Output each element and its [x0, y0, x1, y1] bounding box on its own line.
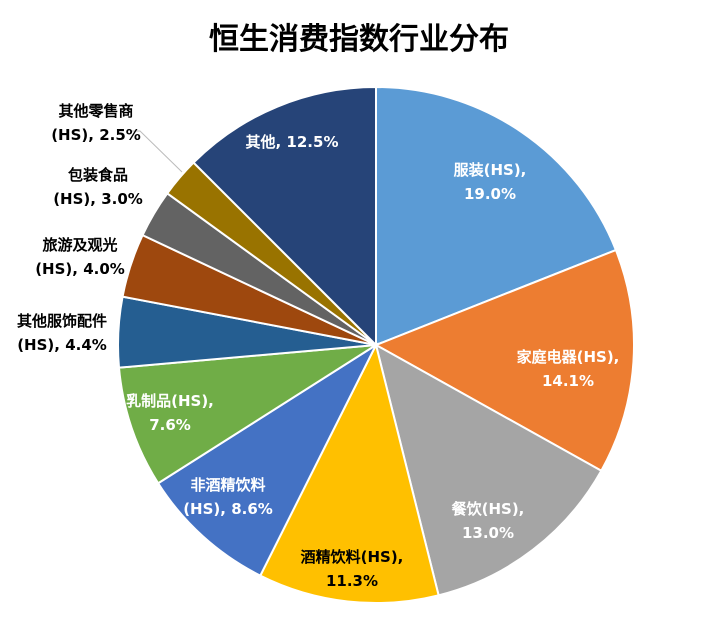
- data-label-line: 19.0%: [464, 185, 516, 203]
- data-label-line: 14.1%: [542, 372, 594, 390]
- data-label-line: 服装(HS),: [454, 161, 527, 179]
- data-label-line: 其他, 12.5%: [246, 133, 339, 151]
- data-label-line: 非酒精饮料: [190, 476, 265, 494]
- data-label: 乳制品(HS), 7.6%: [126, 392, 214, 434]
- pie-slice: [192, 85, 377, 348]
- data-label-line: (HS), 8.6%: [183, 500, 273, 518]
- data-label: 酒精饮料(HS), 11.3%: [301, 548, 404, 590]
- pie-slice: [117, 344, 377, 485]
- data-label-line: 13.0%: [462, 524, 514, 542]
- data-label: 其他零售商 (HS), 2.5%: [51, 102, 141, 144]
- data-label: 非酒精饮料 (HS), 8.6%: [183, 476, 273, 518]
- data-label: 包装食品 (HS), 3.0%: [53, 166, 143, 208]
- pie-slice: [156, 342, 379, 577]
- data-label-line: 乳制品(HS),: [126, 392, 214, 410]
- data-label-line: (HS), 2.5%: [51, 126, 141, 144]
- data-label-line: 旅游及观光: [42, 236, 117, 254]
- chart-title: 恒生消费指数行业分布: [209, 22, 509, 57]
- data-label: 其他, 12.5%: [246, 133, 339, 151]
- data-label-line: 其他零售商: [58, 102, 133, 120]
- pie-slice: [375, 85, 618, 347]
- pie-slice: [374, 343, 603, 597]
- data-label-line: 酒精饮料(HS),: [301, 548, 404, 566]
- data-label-line: 餐饮(HS),: [452, 500, 525, 518]
- data-label-line: (HS), 3.0%: [53, 190, 143, 208]
- data-label-line: 家庭电器(HS),: [517, 348, 620, 366]
- data-label: 旅游及观光 (HS), 4.0%: [35, 236, 125, 278]
- data-label-line: (HS), 4.0%: [35, 260, 125, 278]
- data-label: 餐饮(HS), 13.0%: [452, 500, 525, 542]
- data-label-line: 包装食品: [68, 166, 128, 184]
- data-label: 服装(HS), 19.0%: [454, 161, 527, 203]
- data-label-line: (HS), 4.4%: [17, 336, 107, 354]
- pie-slice: [258, 342, 440, 604]
- data-label-line: 7.6%: [149, 416, 191, 434]
- pie-slice: [373, 248, 635, 473]
- leader-line: [130, 130, 183, 173]
- data-label: 其他服饰配件 (HS), 4.4%: [17, 312, 107, 354]
- data-label-line: 11.3%: [326, 572, 378, 590]
- data-label-line: 其他服饰配件: [17, 312, 107, 330]
- data-label: 家庭电器(HS), 14.1%: [517, 348, 620, 390]
